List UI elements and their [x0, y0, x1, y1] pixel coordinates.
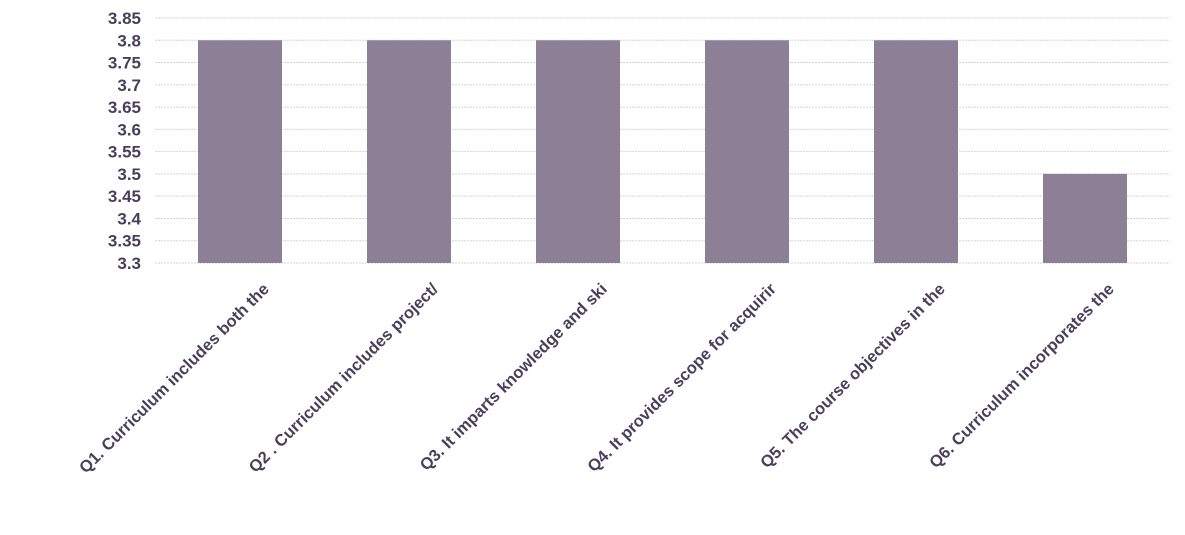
y-tick-label: 3.85	[108, 9, 141, 28]
y-tick-label: 3.35	[108, 232, 141, 251]
gridlines	[155, 17, 1170, 264]
bar	[705, 40, 789, 263]
x-category-label: Q3. It imparts knowledge and ski	[417, 280, 611, 474]
x-category-label: Q4. It provides scope for acquirir	[584, 280, 780, 476]
bar	[198, 40, 282, 263]
y-tick-label: 3.5	[117, 165, 141, 184]
y-tick-label: 3.3	[117, 254, 141, 273]
y-tick-label: 3.75	[108, 54, 141, 73]
bar	[367, 40, 451, 263]
y-tick-label: 3.4	[117, 209, 141, 228]
x-category-label: Q1. Curriculum includes both the	[76, 280, 273, 477]
bar	[536, 40, 620, 263]
y-axis-ticks: 3.85 3.8 3.75 3.7 3.65 3.6 3.55 3.5 3.45 3.4 3.35 3…	[108, 9, 142, 273]
x-category-label: Q5. The course objectives in the	[757, 280, 949, 472]
x-category-label: Q2 . Curriculum includes project/	[246, 280, 442, 476]
bar	[874, 40, 958, 263]
y-tick-label: 3.55	[108, 143, 141, 162]
x-category-label: Q6. Curriculum incorporates the	[926, 280, 1118, 472]
y-tick-label: 3.6	[117, 120, 141, 139]
bar	[1043, 173, 1127, 263]
y-tick-label: 3.8	[117, 31, 141, 50]
bars	[198, 40, 1127, 263]
y-tick-label: 3.7	[117, 76, 141, 95]
y-tick-label: 3.65	[108, 98, 141, 117]
y-tick-label: 3.45	[108, 187, 141, 206]
